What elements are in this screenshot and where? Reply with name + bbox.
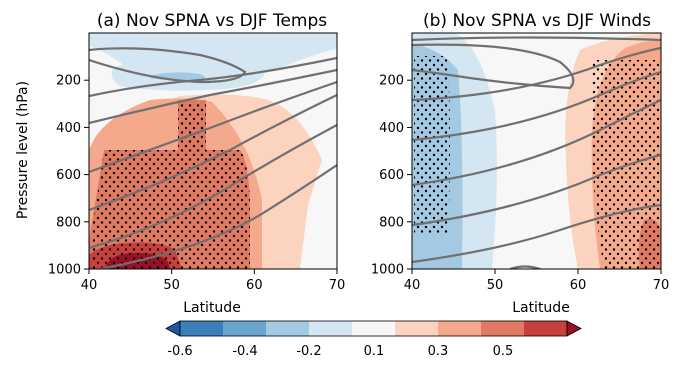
panel-a-y-tick-label: 200 [56, 74, 81, 89]
panel-b-y-tick-label: 400 [379, 121, 404, 136]
panel-a-stippling [92, 102, 250, 269]
colorbar-segment [223, 321, 267, 336]
panel-b-x-axis-label: Latitude [512, 300, 570, 316]
panel-b: (b) Nov SPNA vs DJF Winds [371, 11, 669, 293]
panel-b-x-tick-label: 40 [404, 278, 421, 293]
y-axis-label: Pressure level (hPa) [15, 81, 31, 219]
panel-b-field [412, 33, 661, 269]
panel-b-y-tick-label: 800 [379, 215, 404, 230]
panel-a-title: (a) Nov SPNA vs DJF Temps [97, 11, 327, 31]
colorbar-tick-label: 0.1 [364, 344, 385, 359]
panel-a-x-axis-label: Latitude [183, 300, 241, 316]
colorbar-extend-high [566, 320, 582, 337]
panel-b-x-tick-label: 70 [653, 278, 670, 293]
panel-b-title: (b) Nov SPNA vs DJF Winds [423, 11, 651, 31]
colorbar-segment [309, 321, 353, 336]
colorbar-frame [179, 320, 568, 337]
panel-b-y-tick-label: 1000 [371, 263, 404, 278]
panel-b-stippling-left [414, 56, 450, 234]
panel-a-frame [88, 32, 338, 270]
colorbar-segment [481, 321, 525, 336]
colorbar-tick-label: -0.2 [296, 344, 321, 359]
panel-a-x-tick-label: 40 [81, 278, 98, 293]
colorbar-segment [524, 321, 568, 336]
colorbar-tick-label: -0.6 [167, 344, 192, 359]
panel-b-x-tick-label: 60 [570, 278, 587, 293]
panel-a-y-tick-label: 400 [56, 121, 81, 136]
panel-a-y-tick-label: 600 [56, 168, 81, 183]
colorbar-segment [395, 321, 439, 336]
colorbar-extend-low [165, 320, 181, 337]
panel-b-contours [412, 36, 661, 269]
colorbar-segment [438, 321, 482, 336]
colorbar: -0.6 -0.4 -0.2 0.1 0.3 0.5 [165, 320, 582, 359]
panel-a-field [89, 33, 337, 269]
colorbar-segment [352, 321, 396, 336]
colorbar-segment [266, 321, 310, 336]
panel-a-x-tick-label: 70 [329, 278, 346, 293]
panel-a: (a) Nov SPNA vs DJF Temps [48, 11, 345, 293]
panel-b-frame [411, 32, 662, 270]
panel-a-y-tick-label: 800 [56, 215, 81, 230]
colorbar-tick-label: 0.5 [493, 344, 514, 359]
panel-a-contours [89, 47, 337, 269]
panel-b-x-tick-label: 50 [487, 278, 504, 293]
panel-a-y-tick-label: 1000 [48, 263, 81, 278]
panel-a-x-tick-label: 50 [163, 278, 180, 293]
colorbar-segment [180, 321, 224, 336]
colorbar-tick-label: -0.4 [232, 344, 257, 359]
panel-b-y-tick-label: 200 [379, 74, 404, 89]
colorbar-tick-label: 0.3 [428, 344, 449, 359]
panel-a-x-tick-label: 60 [246, 278, 263, 293]
panel-b-y-tick-label: 600 [379, 168, 404, 183]
